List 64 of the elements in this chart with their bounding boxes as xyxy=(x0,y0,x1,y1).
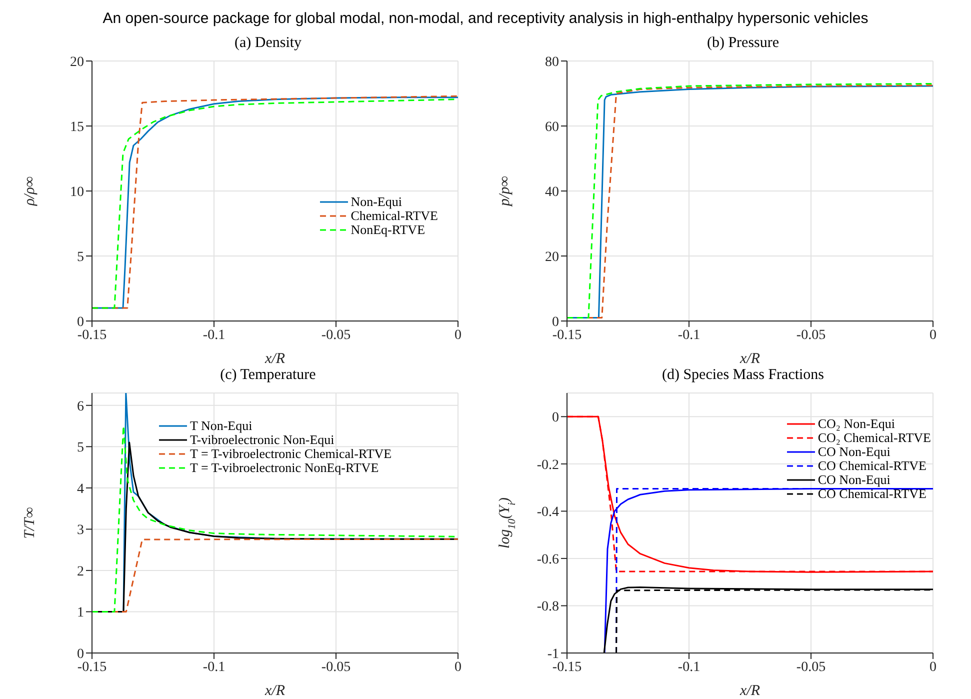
x-tick-label: -0.15 xyxy=(552,328,582,343)
x-tick-label: 0 xyxy=(930,328,936,343)
y-tick-label: 20 xyxy=(545,250,559,265)
legend-label: Non-Equi xyxy=(350,194,402,209)
legend-label: T = T-vibroelectronic NonEq-RTVE xyxy=(190,460,379,475)
x-tick-label: -0.1 xyxy=(678,328,700,343)
y-tick-label: 3 xyxy=(77,523,84,538)
legend-label: Chemical-RTVE xyxy=(350,208,438,223)
x-tick-label: -0.1 xyxy=(202,328,226,343)
chart-title: (a) Density xyxy=(233,35,303,52)
y-tick-label: 0 xyxy=(552,314,559,330)
y-tick-label: 6 xyxy=(77,399,84,414)
x-tick-label: -0.15 xyxy=(77,328,107,343)
y-tick-label: 0 xyxy=(552,410,559,426)
legend-label: T-vibroelectronic Non-Equi xyxy=(190,432,334,447)
text: An open-source package for global modal, non-modal, and receptivity analysis in high-enthalpy hypersonic vehicles xyxy=(102,9,870,29)
legend-label: CO₂ Chemical-RTVE xyxy=(818,430,931,445)
x-tick-label: 0 xyxy=(930,660,936,675)
x-tick-label: -0.15 xyxy=(552,660,582,675)
x-axis-title: x/R xyxy=(739,683,760,699)
y-tick-label: 2 xyxy=(77,564,84,580)
legend-label: CO Non-Equi xyxy=(818,472,890,487)
x-tick-label: -0.1 xyxy=(678,660,700,675)
x-tick-label: -0.05 xyxy=(796,328,826,343)
y-tick-label: 0 xyxy=(77,646,84,662)
y-tick-label: -0.8 xyxy=(536,600,559,615)
legend-label: T = T-vibroelectronic Chemical-RTVE xyxy=(190,446,392,461)
y-tick-label: 80 xyxy=(545,54,559,70)
x-tick-label: 0 xyxy=(454,328,462,343)
y-tick-label: -0.6 xyxy=(536,552,559,568)
x-axis-title: x/R xyxy=(264,683,285,699)
y-tick-label: 15 xyxy=(70,120,84,135)
y-tick-label: 0 xyxy=(77,314,84,330)
y-tick-label: -0.2 xyxy=(536,458,559,473)
x-tick-label: 0 xyxy=(454,660,462,675)
y-tick-label: 4 xyxy=(77,482,84,497)
y-axis-title: T/T∞ xyxy=(22,506,38,539)
y-tick-label: -0.4 xyxy=(536,505,559,520)
chart-title: (c) Temperature xyxy=(219,367,317,384)
legend-label: CO Non-Equi xyxy=(818,444,890,459)
x-tick-label: -0.15 xyxy=(77,660,107,675)
x-tick-label: -0.05 xyxy=(796,660,826,675)
y-axis-title: p/p∞ xyxy=(497,176,513,207)
y-tick-label: -1 xyxy=(547,646,559,662)
y-tick-label: 40 xyxy=(545,184,559,200)
x-tick-label: -0.05 xyxy=(321,660,351,675)
x-tick-label: -0.05 xyxy=(321,328,351,343)
x-axis-title: x/R xyxy=(739,351,760,367)
legend-label: CO Chemical-RTVE xyxy=(818,458,926,473)
y-tick-label: 60 xyxy=(545,120,559,135)
x-tick-label: -0.1 xyxy=(202,660,226,675)
y-axis-title: ρ/ρ∞ xyxy=(22,176,38,207)
y-tick-label: 5 xyxy=(77,440,84,456)
y-tick-label: 20 xyxy=(70,54,84,70)
legend-label: CO₂ Non-Equi xyxy=(818,416,895,431)
legend-label: T Non-Equi xyxy=(190,418,252,433)
legend-label: CO Chemical-RTVE xyxy=(818,486,926,501)
y-tick-label: 10 xyxy=(70,184,84,200)
x-axis-title: x/R xyxy=(264,351,285,367)
y-tick-label: 5 xyxy=(77,250,84,265)
chart-title: (b) Pressure xyxy=(706,35,780,52)
y-tick-label: 1 xyxy=(77,606,84,621)
legend-label: NonEq-RTVE xyxy=(350,222,426,237)
chart-title: (d) Species Mass Fractions xyxy=(660,367,826,384)
